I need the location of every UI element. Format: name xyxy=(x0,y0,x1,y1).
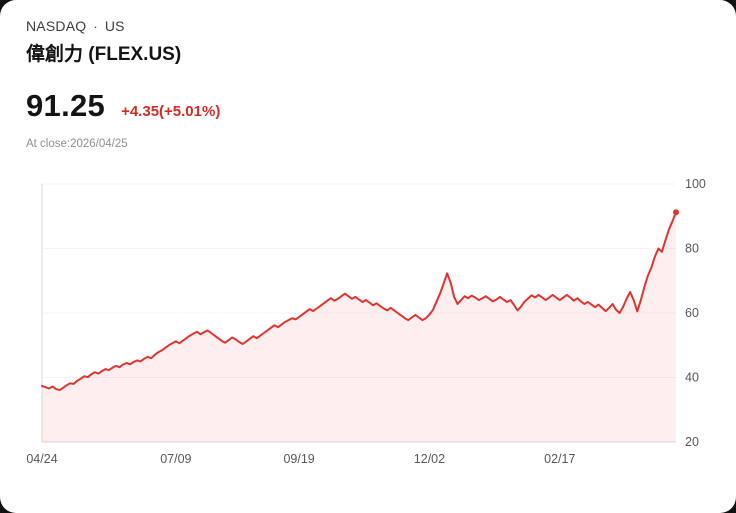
exchange-label: NASDAQ xyxy=(26,18,87,34)
x-tick-label: 07/09 xyxy=(160,452,191,466)
y-tick-label: 60 xyxy=(685,306,699,320)
last-price-dot xyxy=(673,209,679,216)
separator-dot: · xyxy=(93,18,98,34)
x-tick-label: 02/17 xyxy=(544,452,575,466)
y-tick-label: 40 xyxy=(685,371,699,385)
x-tick-label: 04/24 xyxy=(26,452,57,466)
y-tick-label: 80 xyxy=(685,242,699,256)
x-tick-label: 12/02 xyxy=(414,452,445,466)
region-label: US xyxy=(104,18,125,34)
price-change: +4.35(+5.01%) xyxy=(121,103,221,120)
x-tick-label: 09/19 xyxy=(283,452,314,466)
price-chart: 20 40 60 80 100 04/24 07/09 09/19 12/02 02/17 xyxy=(0,172,736,472)
price-chart-svg: 20 40 60 80 100 04/24 07/09 09/19 12/02 02/17 xyxy=(26,177,706,466)
last-price: 91.25 xyxy=(26,88,106,123)
price-row: 91.25 +4.35(+5.01%) xyxy=(26,88,736,124)
stock-name: 偉創力 (FLEX.US) xyxy=(26,44,182,65)
price-line xyxy=(41,211,677,392)
exchange-info: NASDAQ · US xyxy=(26,18,736,34)
close-time-label: At close:2026/04/25 xyxy=(26,138,128,150)
area-fill xyxy=(42,212,676,442)
y-tick-label: 100 xyxy=(685,177,706,191)
y-tick-label: 20 xyxy=(685,435,699,449)
